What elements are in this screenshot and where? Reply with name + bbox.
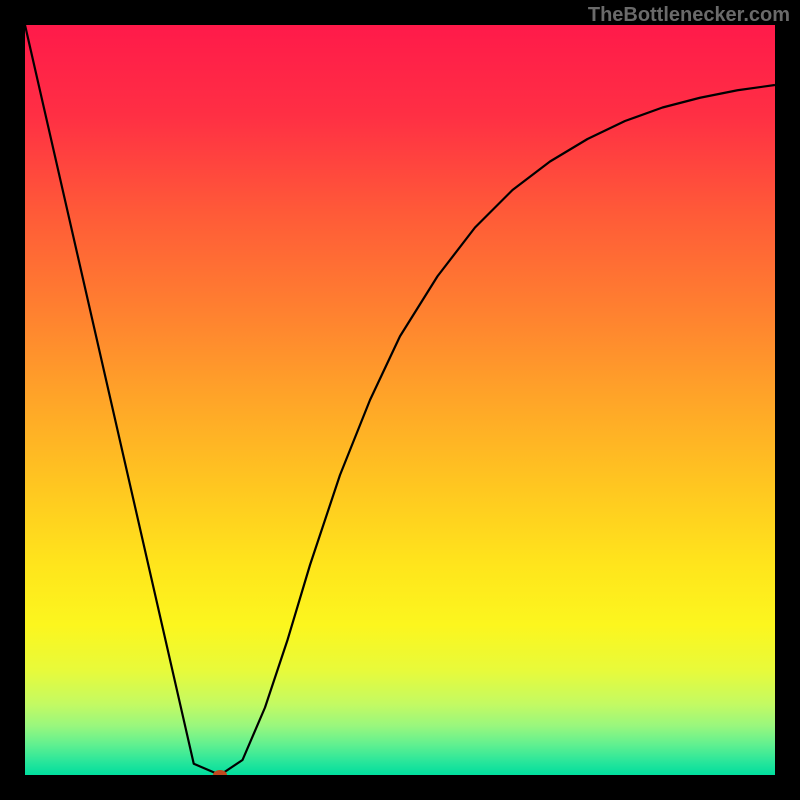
bottleneck-curve <box>25 25 775 775</box>
plot-area <box>25 25 775 775</box>
watermark-text: TheBottlenecker.com <box>588 4 790 27</box>
curve-svg <box>25 25 775 775</box>
chart-container: TheBottlenecker.com <box>0 0 800 800</box>
